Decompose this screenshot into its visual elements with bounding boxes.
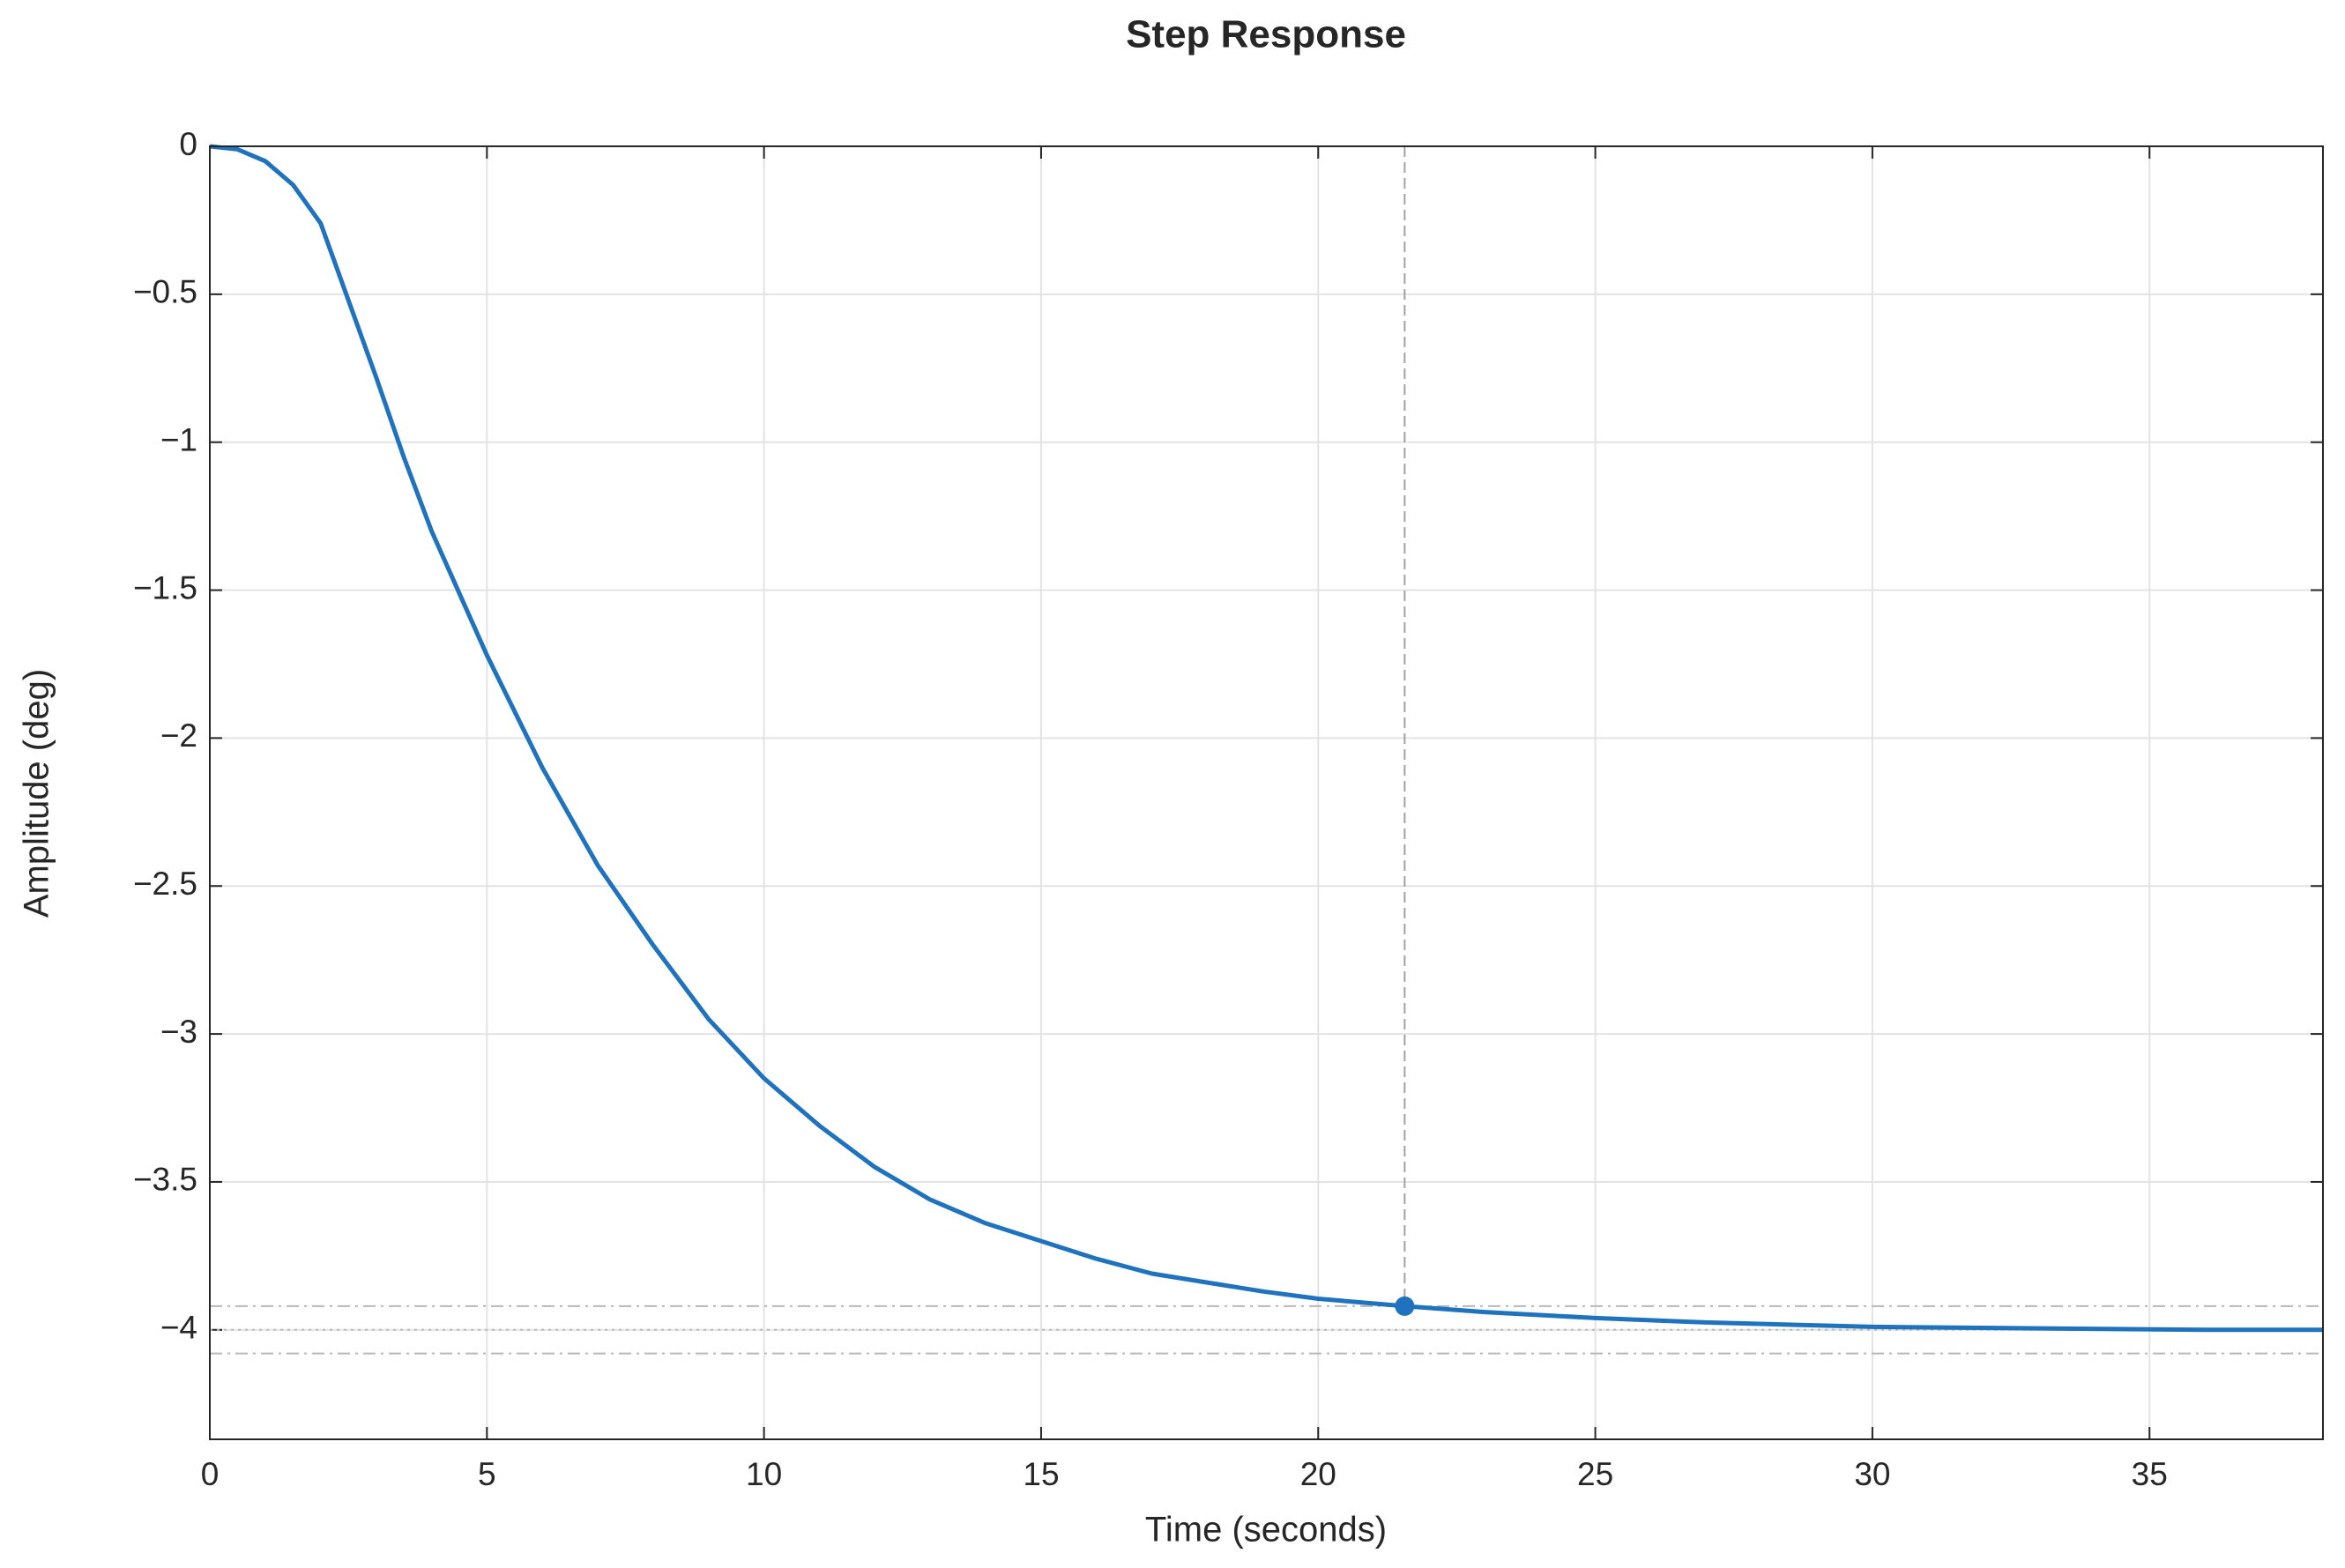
y-tick-label: −1 [160, 421, 197, 457]
y-tick-label: 0 [179, 126, 197, 162]
x-tick-label: 10 [746, 1456, 782, 1492]
y-tick-label: −1.5 [133, 569, 197, 606]
chart-title: Step Response [1126, 13, 1406, 56]
plot-frame [209, 145, 2324, 1440]
x-tick-label: 35 [2132, 1456, 2168, 1492]
line-series [209, 144, 2323, 1333]
x-tick-label: 15 [1023, 1456, 1059, 1492]
x-tick-label: 0 [201, 1456, 220, 1492]
x-tick-label: 20 [1300, 1456, 1336, 1492]
y-tick-label: −3.5 [133, 1162, 197, 1198]
y-tick-label: −3 [160, 1014, 197, 1050]
y-tick-label: −0.5 [133, 274, 197, 310]
settling-point [1395, 1296, 1415, 1316]
x-tick-label: 5 [478, 1456, 496, 1492]
y-tick-label: −2 [160, 717, 197, 754]
y-axis-label: Amplitude (deg) [18, 669, 56, 918]
x-axis-label: Time (seconds) [1145, 1511, 1387, 1549]
x-tick-label: 30 [1854, 1456, 1890, 1492]
x-tick-label: 25 [1577, 1456, 1613, 1492]
y-tick-label: −2.5 [133, 866, 197, 902]
y-tick-label: −4 [160, 1310, 197, 1346]
